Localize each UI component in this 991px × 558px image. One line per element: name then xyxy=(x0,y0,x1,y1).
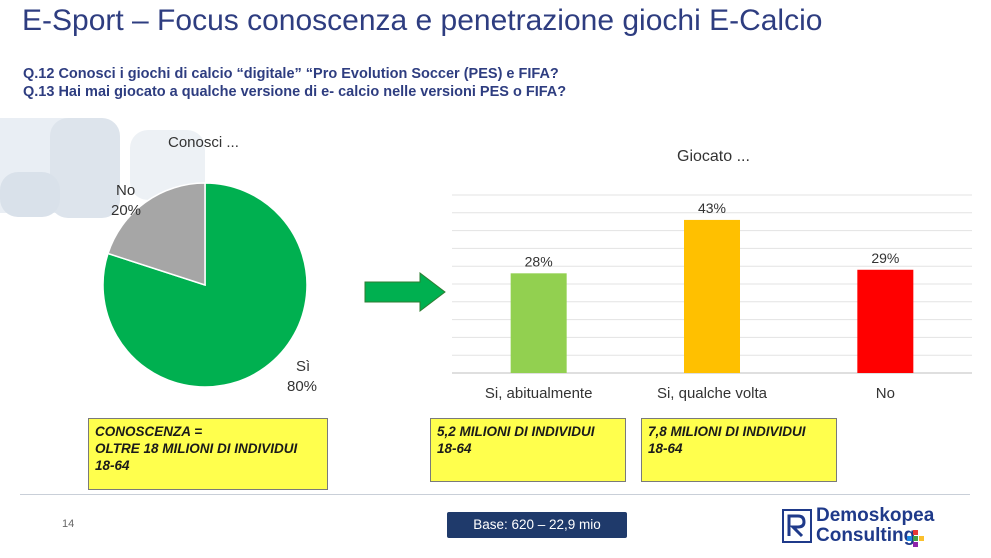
company-logo: Demoskopea Consulting xyxy=(782,505,987,550)
pie-chart xyxy=(102,182,308,388)
bar-value-label: 43% xyxy=(698,200,726,216)
page-number: 14 xyxy=(62,518,75,530)
logo-text-line1: Demoskopea xyxy=(816,505,935,526)
bar-value-label: 29% xyxy=(871,250,899,266)
pie-chart-title: Conosci ... xyxy=(168,134,239,151)
callout-line: OLTRE 18 MILIONI DI INDIVIDUI xyxy=(95,441,298,456)
base-badge: Base: 620 – 22,9 mio xyxy=(447,512,627,538)
footer-divider xyxy=(20,494,970,495)
bar-chart: 28% Si, abitualmente 43% Si, qualche volta 2… xyxy=(452,194,972,402)
callout-line: CONOSCENZA = xyxy=(95,424,203,439)
regular-players-callout: 5,2 MILIONI DI INDIVIDUI 18-64 xyxy=(430,418,626,482)
background-decoration xyxy=(50,118,120,218)
logo-dots-icon xyxy=(907,530,924,547)
pie-label-si: Sì xyxy=(296,358,311,375)
logo-mark-icon xyxy=(782,509,812,543)
slide-title: E-Sport – Focus conoscenza e penetrazion… xyxy=(22,4,823,37)
bar-category-label: Si, abitualmente xyxy=(485,385,593,402)
callout-line: 18-64 xyxy=(648,441,683,456)
question-q12: Q.12 Conosci i giochi di calcio “digital… xyxy=(23,66,559,82)
question-q13: Q.13 Hai mai giocato a qualche versione … xyxy=(23,84,567,100)
bar-category-label: Si, qualche volta xyxy=(657,385,768,402)
bar-value-label: 28% xyxy=(525,253,553,269)
pie-label-no: No xyxy=(116,182,136,199)
logo-text-line2: Consulting xyxy=(816,525,916,546)
callout-line: 18-64 xyxy=(95,458,130,473)
bar-1 xyxy=(510,273,567,373)
background-decoration xyxy=(0,172,60,217)
occasional-players-callout: 7,8 MILIONI DI INDIVIDUI 18-64 xyxy=(641,418,837,482)
bar-2 xyxy=(684,219,740,373)
callout-line: 18-64 xyxy=(437,441,472,456)
bar-category-label: No xyxy=(876,385,895,402)
pie-value-si: 80% xyxy=(287,378,318,395)
knowledge-callout: CONOSCENZA = OLTRE 18 MILIONI DI INDIVID… xyxy=(88,418,328,490)
pie-slice-no xyxy=(107,182,206,287)
callout-line: 5,2 MILIONI DI INDIVIDUI xyxy=(437,424,595,439)
pie-value-no: 20% xyxy=(111,202,142,219)
bar-chart-title: Giocato ... xyxy=(677,148,750,165)
bar-3 xyxy=(857,269,914,373)
right-arrow-icon xyxy=(364,272,446,312)
callout-line: 7,8 MILIONI DI INDIVIDUI xyxy=(648,424,806,439)
